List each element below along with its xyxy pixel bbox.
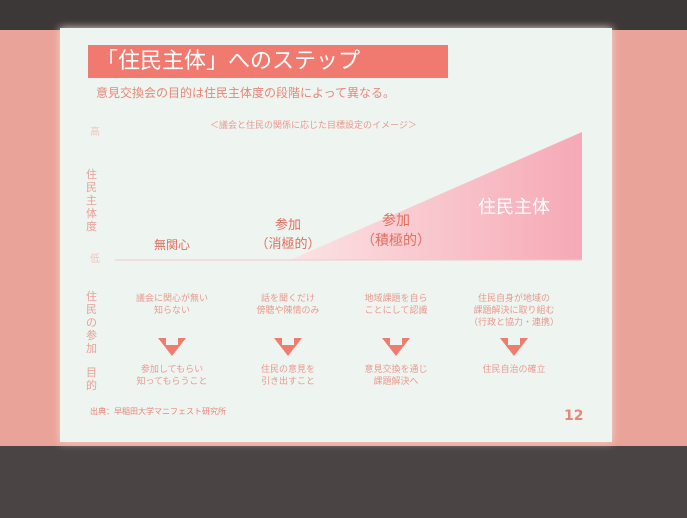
participation: 話を聞くだけ 傍聴や陳情のみ [228,293,348,317]
slide: 「住民主体」へのステップ 意見交換会の目的は住民主体度の段階によって異なる。 ＜… [60,28,612,442]
dark-floor [0,446,687,518]
purpose: 意見交換を通じ 課題解決へ [336,364,456,388]
stage: 参加 （消極的） [228,214,348,252]
axis-high: 高 [90,123,100,138]
purpose: 住民の意見を 引き出すこと [228,364,348,388]
participation: 地域課題を自ら ことにして認識 [336,293,456,317]
purpose: 住民自治の確立 [454,364,574,376]
participation: 住民自身が地域の 課題解決に取り組む （行政と協力・連携） [454,293,574,329]
stage: 参加 （積極的） [336,210,456,250]
source: 出典：早稲田大学マニフェスト研究所 [90,406,226,417]
dark-top [0,0,687,30]
purpose: 参加してもらい 知ってもらうこと [112,364,232,388]
axis-low: 低 [90,250,100,265]
photo: 「住民主体」へのステップ 意見交換会の目的は住民主体度の段階によって異なる。 ＜… [0,0,687,518]
axis-label: 住民主体度 [86,168,100,233]
row-label: 住民の参加 [86,290,100,355]
stage: 無関心 [112,236,232,253]
participation: 議会に関心が無い 知らない [112,293,232,317]
title: 「住民主体」へのステップ [88,45,448,78]
arrows [158,338,528,356]
page-number: 12 [564,408,583,424]
row-label: 目的 [86,366,100,392]
caption: ＜議会と住民の関係に応じた目標設定のイメージ＞ [210,118,417,131]
subtitle: 意見交換会の目的は住民主体度の段階によって異なる。 [96,84,395,101]
stage: 住民主体 [454,193,574,219]
